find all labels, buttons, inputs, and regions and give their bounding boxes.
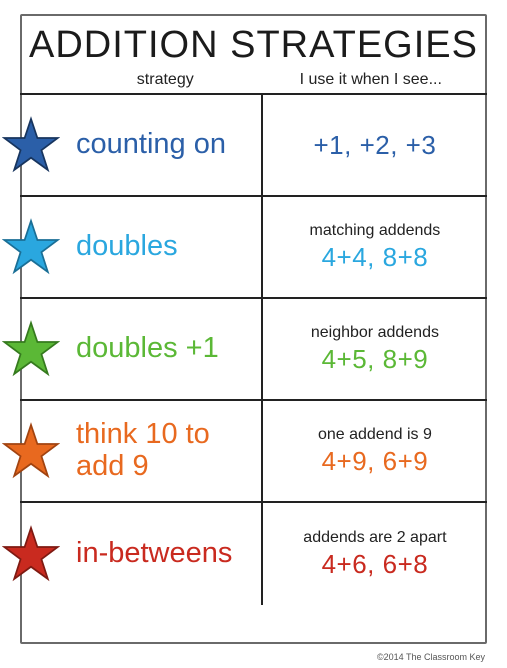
usage-cell: addends are 2 apart 4+6, 6+8 [263,503,487,605]
usage-cell: +1, +2, +3 [263,95,487,195]
strategy-cell: doubles [20,197,263,297]
table-row: counting on +1, +2, +3 [20,95,487,197]
strategy-cell: counting on [20,95,263,195]
examples-text: 4+5, 8+9 [322,344,429,375]
usage-cell: matching addends 4+4, 8+8 [263,197,487,297]
column-headers: strategy I use it when I see... [20,71,487,93]
strategy-label: in-betweens [76,538,232,570]
examples-text: 4+9, 6+9 [322,446,429,477]
strategy-label: doubles [76,231,178,263]
table-row: doubles +1 neighbor addends 4+5, 8+9 [20,299,487,401]
strategy-label: think 10 to add 9 [76,419,253,483]
table-row: in-betweens addends are 2 apart 4+6, 6+8 [20,503,487,605]
hint-text: one addend is 9 [318,426,432,444]
strategy-cell: think 10 to add 9 [20,401,263,501]
page-title: ADDITION STRATEGIES [20,24,487,67]
hint-text: matching addends [310,222,441,240]
header-use-when: I use it when I see... [263,71,479,89]
strategy-table: counting on +1, +2, +3 doubles matching … [20,93,487,605]
examples-text: 4+4, 8+8 [322,242,429,273]
usage-cell: neighbor addends 4+5, 8+9 [263,299,487,399]
header-strategy: strategy [28,71,263,89]
table-row: think 10 to add 9 one addend is 9 4+9, 6… [20,401,487,503]
usage-cell: one addend is 9 4+9, 6+9 [263,401,487,501]
hint-text: addends are 2 apart [303,529,446,547]
strategy-label: counting on [76,129,226,161]
copyright-footer: ©2014 The Classroom Key [377,652,485,662]
poster-content: ADDITION STRATEGIES strategy I use it wh… [20,14,487,644]
examples-text: 4+6, 6+8 [322,549,429,580]
examples-text: +1, +2, +3 [314,130,437,161]
table-row: doubles matching addends 4+4, 8+8 [20,197,487,299]
strategy-cell: doubles +1 [20,299,263,399]
hint-text: neighbor addends [311,324,439,342]
strategy-cell: in-betweens [20,503,263,605]
strategy-label: doubles +1 [76,333,219,365]
